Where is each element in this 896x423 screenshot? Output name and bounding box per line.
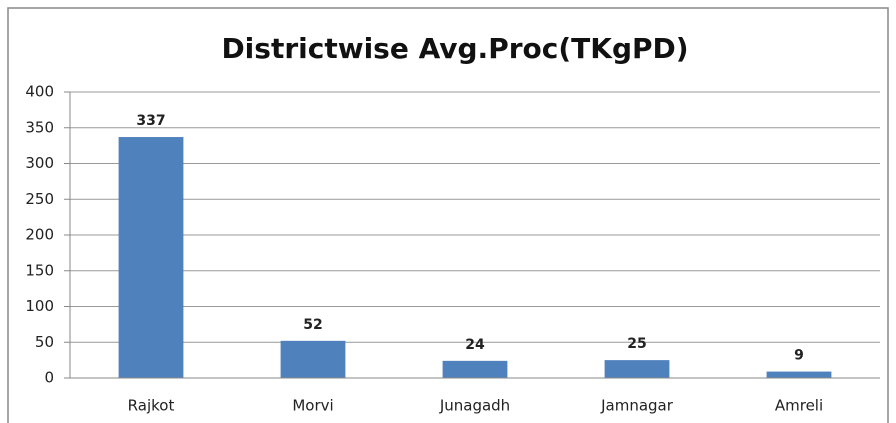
y-tick-label: 0 <box>44 369 54 387</box>
x-tick-label: Jamnagar <box>600 397 674 415</box>
bar <box>442 360 508 378</box>
y-tick-label: 350 <box>25 118 54 136</box>
y-tick-label: 300 <box>25 154 54 172</box>
data-label: 9 <box>794 348 804 364</box>
data-label: 337 <box>136 113 165 129</box>
x-tick-label: Morvi <box>292 397 333 415</box>
x-tick-label: Amreli <box>775 397 823 415</box>
x-tick-label: Junagadh <box>439 397 510 415</box>
y-tick-label: 100 <box>25 297 54 315</box>
bar <box>604 360 670 378</box>
chart-title: Districtwise Avg.Proc(TKgPD) <box>221 32 688 65</box>
bar <box>766 371 832 378</box>
y-tick-label: 150 <box>25 261 54 279</box>
x-tick-label: Rajkot <box>128 397 175 415</box>
y-tick-label: 400 <box>25 83 54 101</box>
bar <box>118 137 184 378</box>
data-label: 25 <box>627 336 646 352</box>
y-tick-label: 50 <box>35 333 54 351</box>
bar <box>280 340 346 378</box>
y-tick-label: 250 <box>25 190 54 208</box>
y-tick-label: 200 <box>25 226 54 244</box>
data-label: 52 <box>303 317 322 333</box>
data-label: 24 <box>465 337 485 353</box>
